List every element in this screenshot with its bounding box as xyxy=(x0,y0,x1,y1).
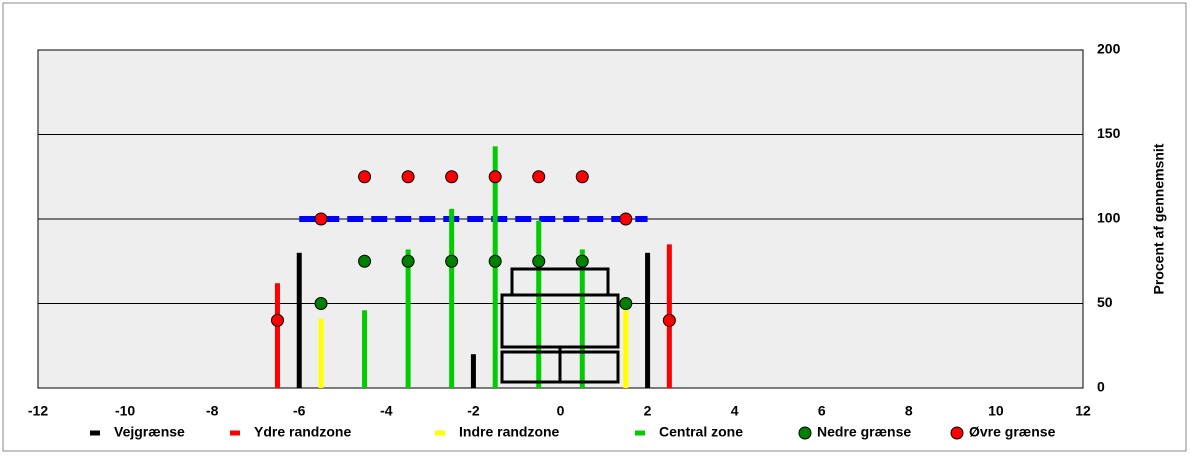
x-tick-label: 12 xyxy=(1075,403,1091,419)
legend-label: Nedre grænse xyxy=(817,424,911,440)
point xyxy=(402,171,414,183)
point xyxy=(315,213,327,225)
x-tick-label: -10 xyxy=(115,403,135,419)
legend-swatch xyxy=(951,427,963,439)
point xyxy=(315,298,327,310)
x-tick-label: 8 xyxy=(905,403,913,419)
bar xyxy=(645,253,650,388)
x-tick-label: -4 xyxy=(380,403,393,419)
legend-swatch xyxy=(90,431,100,436)
legend-label: Indre randzone xyxy=(459,424,560,440)
bar xyxy=(275,283,280,388)
x-tick-label: -8 xyxy=(206,403,219,419)
y-tick-label: 150 xyxy=(1097,125,1121,141)
legend-swatch xyxy=(230,431,240,436)
point xyxy=(446,255,458,267)
x-tick-label: -6 xyxy=(293,403,306,419)
bar xyxy=(449,209,454,388)
point xyxy=(663,314,675,326)
legend-label: Vejgrænse xyxy=(114,424,185,440)
legend-label: Central zone xyxy=(659,424,743,440)
y-tick-label: 100 xyxy=(1097,210,1121,226)
point xyxy=(446,171,458,183)
bar xyxy=(406,249,411,388)
point xyxy=(489,171,501,183)
x-tick-label: 0 xyxy=(557,403,565,419)
y-tick-label: 0 xyxy=(1097,379,1105,395)
point xyxy=(533,255,545,267)
point xyxy=(489,255,501,267)
bar xyxy=(623,305,628,388)
bar xyxy=(319,319,324,388)
x-tick-label: 6 xyxy=(818,403,826,419)
legend-label: Ydre randzone xyxy=(254,424,351,440)
point xyxy=(620,213,632,225)
y-tick-label: 200 xyxy=(1097,41,1121,57)
point xyxy=(271,314,283,326)
bar xyxy=(297,253,302,388)
point xyxy=(359,171,371,183)
legend-swatch xyxy=(435,431,445,436)
point xyxy=(533,171,545,183)
x-tick-label: 4 xyxy=(731,403,739,419)
bar xyxy=(471,354,476,388)
x-tick-label: 2 xyxy=(644,403,652,419)
point xyxy=(576,255,588,267)
chart: Procent af gennemsnit 050100150200-12-10… xyxy=(0,0,1190,455)
x-tick-label: -12 xyxy=(28,403,48,419)
point xyxy=(620,298,632,310)
bar xyxy=(536,221,541,388)
legend-swatch xyxy=(635,431,645,436)
legend-label: Øvre grænse xyxy=(969,424,1056,440)
point xyxy=(402,255,414,267)
legend-swatch xyxy=(799,427,811,439)
x-tick-label: -2 xyxy=(467,403,480,419)
point xyxy=(576,171,588,183)
bar xyxy=(362,310,367,388)
point xyxy=(359,255,371,267)
y-tick-label: 50 xyxy=(1097,294,1113,310)
y-axis-label: Procent af gennemsnit xyxy=(1151,143,1167,294)
x-tick-label: 10 xyxy=(988,403,1004,419)
